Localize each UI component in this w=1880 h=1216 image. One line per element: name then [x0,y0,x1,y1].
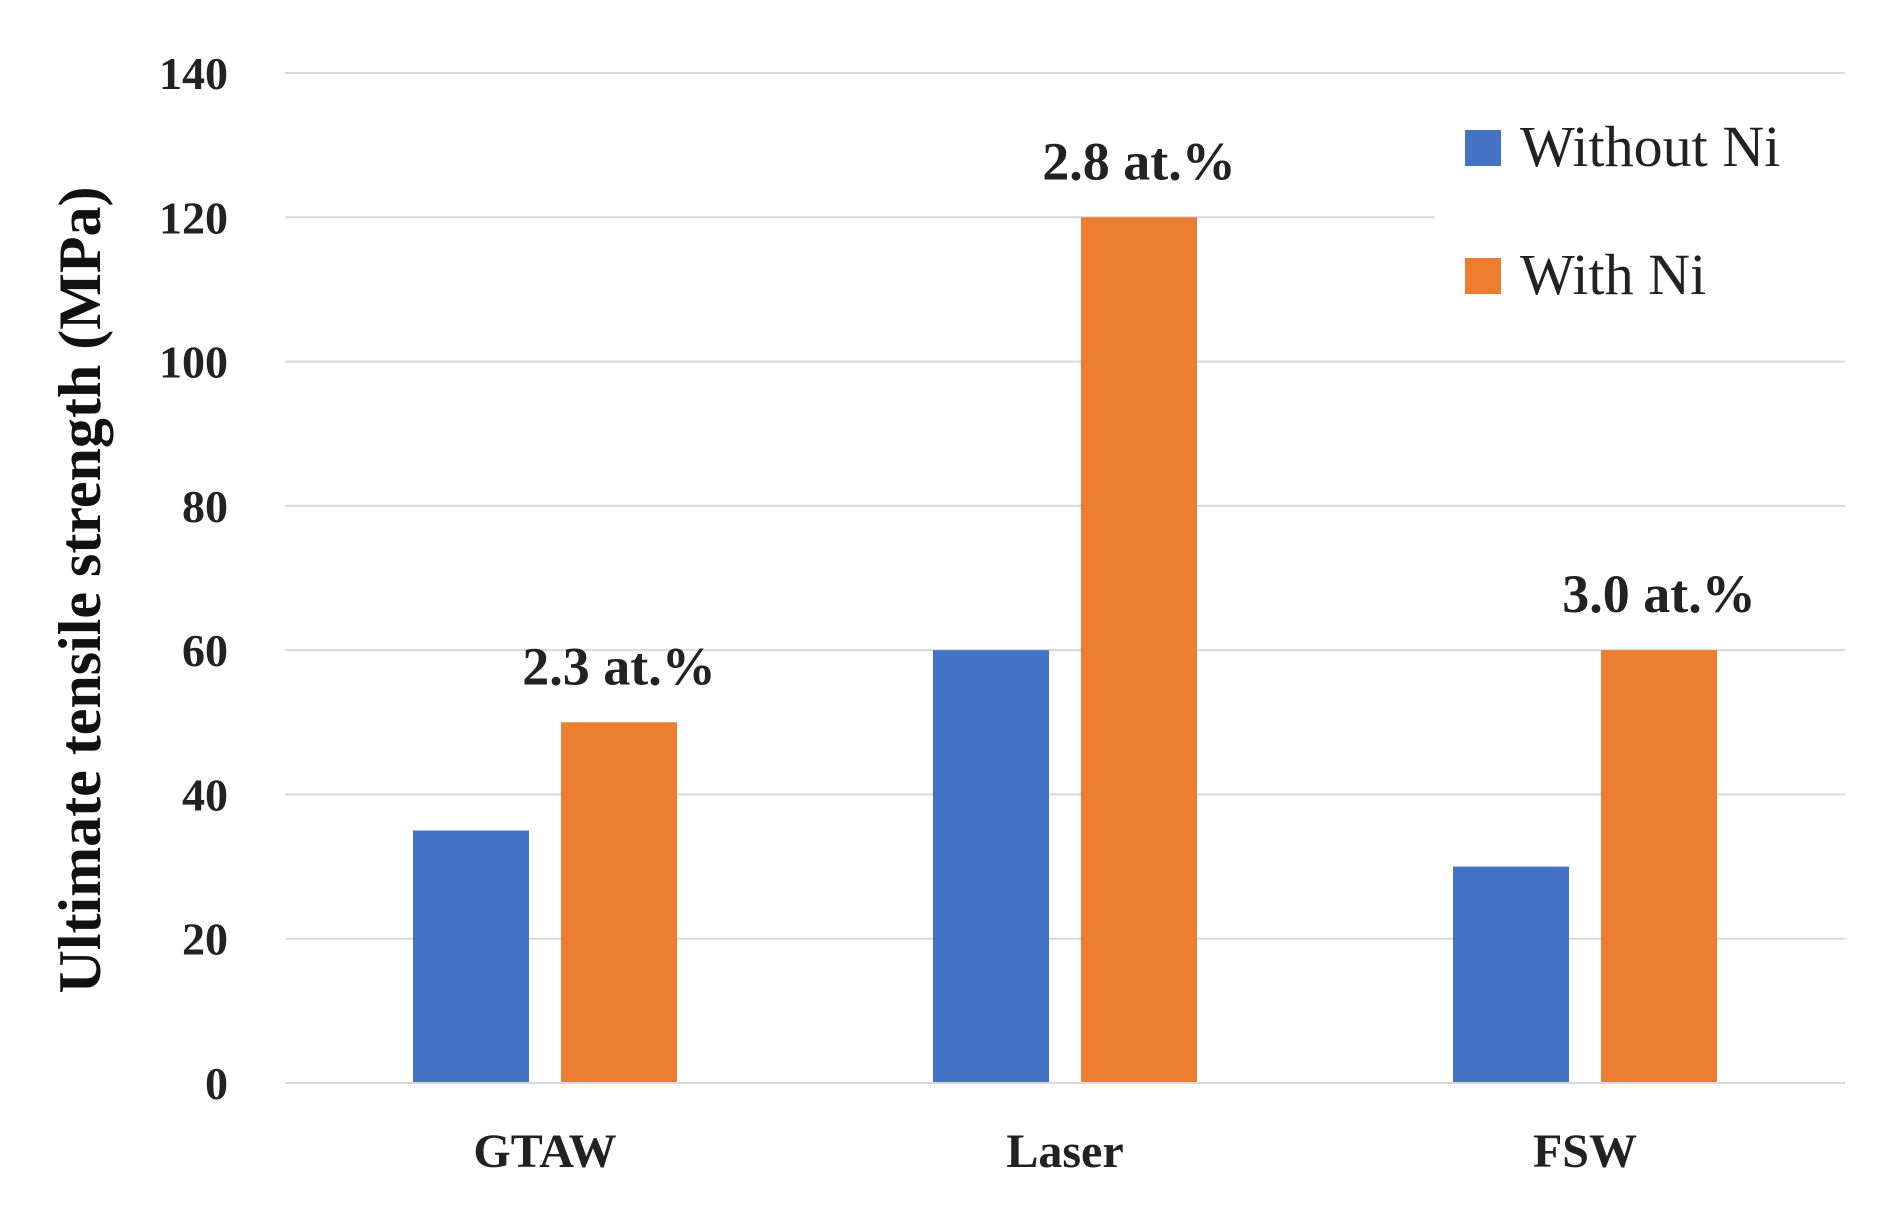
y-axis-title: Ultimate tensile strength (MPa) [47,186,113,993]
legend: Without Ni With Ni [1435,110,1845,310]
bar-gtaw-with-ni [561,722,677,1083]
x-tick-label: FSW [1533,1125,1637,1178]
gridlines [285,72,1845,1084]
y-tick-label: 60 [182,625,228,676]
data-annotation: 2.8 at.% [1042,131,1235,191]
legend-label: With Ni [1520,242,1706,307]
bar-gtaw-without-ni [413,830,529,1083]
y-tick-label: 20 [182,914,228,965]
bar-laser-with-ni [1081,217,1197,1084]
y-axis-ticks: 0 20 40 60 80 100 120 140 [159,48,228,1109]
y-tick-label: 80 [182,481,228,532]
data-annotation: 3.0 at.% [1562,564,1755,624]
bar-laser-without-ni [933,650,1049,1083]
bar-fsw-without-ni [1453,866,1569,1083]
y-tick-label: 120 [159,192,228,243]
x-tick-label: Laser [1006,1125,1123,1178]
legend-swatch [1465,130,1501,166]
bar-fsw-with-ni [1601,650,1717,1083]
x-axis-ticks: GTAW Laser FSW [473,1125,1637,1178]
legend-background [1435,110,1845,310]
y-tick-label: 140 [159,48,228,99]
y-tick-label: 100 [159,337,228,388]
annotations: 2.3 at.% 2.8 at.% 3.0 at.% [522,131,1755,696]
x-tick-label: GTAW [473,1125,616,1178]
y-tick-label: 0 [205,1058,228,1109]
data-annotation: 2.3 at.% [522,636,715,696]
legend-swatch [1465,258,1501,294]
y-tick-label: 40 [182,769,228,820]
legend-label: Without Ni [1520,114,1780,179]
bars [285,217,1845,1084]
